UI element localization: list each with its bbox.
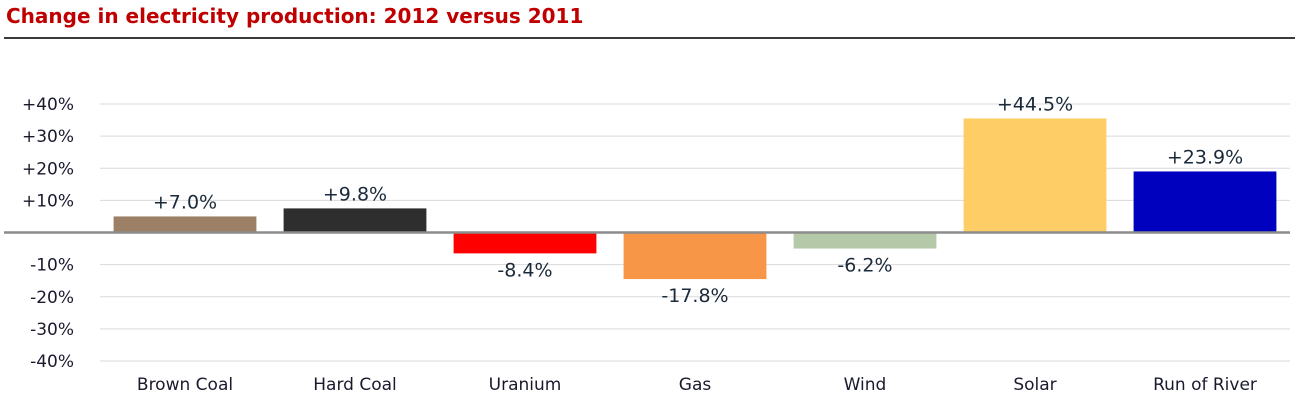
bar <box>793 232 937 249</box>
y-tick-label: -30% <box>30 320 74 340</box>
category-label: Run of River <box>1153 375 1257 395</box>
category-label: Uranium <box>489 375 562 395</box>
data-label: +23.9% <box>1167 146 1243 168</box>
y-tick-label: +10% <box>22 191 74 211</box>
data-label: +44.5% <box>997 93 1073 115</box>
y-tick-label: +30% <box>22 127 74 147</box>
data-label: +9.8% <box>323 183 387 205</box>
y-tick-label: -20% <box>30 288 74 308</box>
bar-layer <box>113 118 1277 280</box>
bar <box>453 232 597 254</box>
y-tick-label: +40% <box>22 95 74 115</box>
bar <box>1133 171 1277 233</box>
bar <box>963 118 1107 233</box>
data-label: -6.2% <box>837 255 892 277</box>
y-tick-label: +20% <box>22 159 74 179</box>
title-rule <box>4 37 1295 39</box>
bar <box>113 216 257 233</box>
y-tick-label: -40% <box>30 352 74 372</box>
category-label: Brown Coal <box>137 375 233 395</box>
data-label: +7.0% <box>153 191 217 213</box>
category-label: Gas <box>679 375 712 395</box>
y-tick-label: -10% <box>30 256 74 276</box>
category-label: Hard Coal <box>313 375 397 395</box>
bar <box>283 208 427 233</box>
axis-layer: +40% +30% +20% +10% -10% -20% -30% -40% Brown Co… <box>4 95 1290 395</box>
data-label: -8.4% <box>497 259 552 281</box>
chart-title: Change in electricity production: 2012 v… <box>6 4 584 28</box>
category-label: Wind <box>844 375 887 395</box>
data-label: -17.8% <box>661 285 728 307</box>
label-layer: +7.0% +9.8% -8.4% -17.8% -6.2% +44.5% +23.9% <box>153 93 1243 307</box>
category-label: Solar <box>1013 375 1056 395</box>
bar <box>623 232 767 280</box>
